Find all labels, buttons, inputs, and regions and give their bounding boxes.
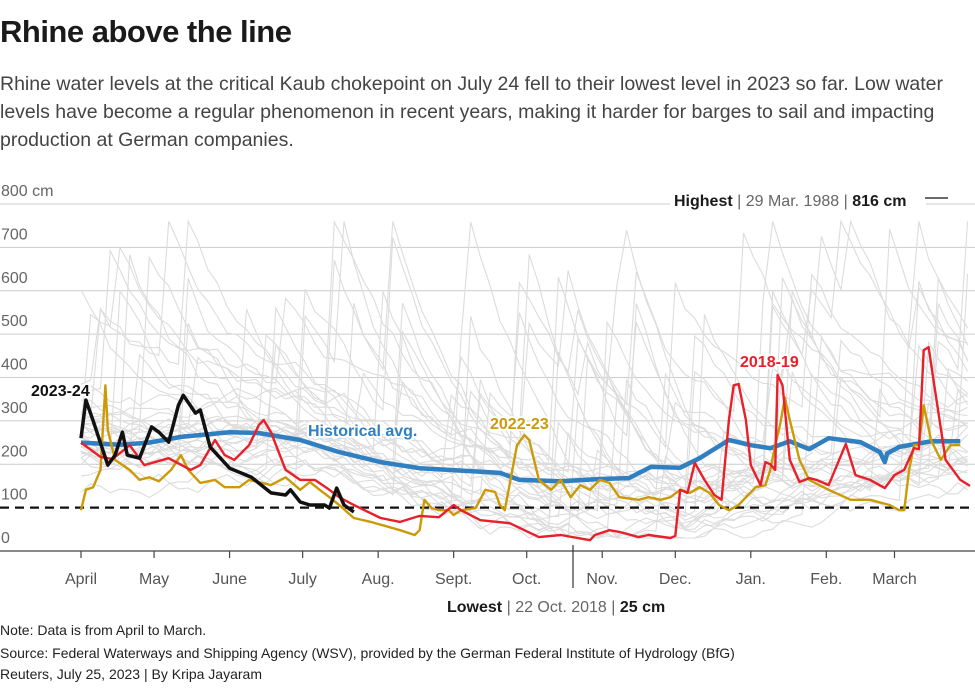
- label-2023-24: 2023-24: [31, 383, 90, 400]
- lowest-value: 25 cm: [620, 599, 665, 616]
- lowest-annotation: Lowest | 22 Oct. 2018 | 25 cm: [447, 545, 665, 616]
- footnote: Note: Data is from April to March.: [0, 622, 207, 638]
- y-tick-label: 100: [1, 487, 28, 504]
- y-tick-label: 200: [1, 443, 28, 460]
- x-tick-label: July: [288, 571, 316, 588]
- y-tick-label: 500: [1, 313, 28, 330]
- x-tick-label: March: [872, 571, 916, 588]
- label-2022-23: 2022-23: [490, 416, 549, 433]
- x-tick-label: Oct.: [512, 571, 541, 588]
- x-tick-label: April: [65, 571, 97, 588]
- series-line-2018-19: [80, 345, 971, 542]
- historical-year-line: [80, 219, 968, 506]
- historical-year-line: [80, 303, 968, 512]
- label-historical-avg: Historical avg.: [308, 423, 417, 440]
- y-axis-labels: 0 100 200 300 400 500 600 700 800 cm: [1, 183, 53, 547]
- series-line-2022-23: [79, 384, 961, 537]
- historical-year-line: [80, 314, 968, 518]
- historical-year-line: [80, 336, 968, 520]
- credit: Reuters, July 25, 2023 | By Kripa Jayara…: [0, 666, 262, 682]
- x-tick-label: Feb.: [810, 571, 842, 588]
- x-tick-label: Dec.: [659, 571, 692, 588]
- historical-year-line: [80, 291, 968, 511]
- x-tick-label: Jan.: [736, 571, 766, 588]
- highest-value: 816 cm: [852, 193, 906, 210]
- historical-year-line: [80, 356, 968, 518]
- y-tick-label: 400: [1, 357, 28, 374]
- highest-annotation: Highest | 29 Mar. 1988 | 816 cm: [670, 188, 948, 210]
- historical-year-line: [80, 221, 968, 504]
- x-axis: April May June July Aug. Sept. Oct. Nov. Dec. Jan…: [0, 550, 975, 588]
- historical-year-line: [80, 372, 968, 538]
- chart-title: Rhine above the line: [0, 14, 292, 49]
- y-tick-label: 800 cm: [1, 183, 53, 200]
- y-tick-label: 0: [1, 530, 10, 547]
- historical-year-line: [80, 431, 968, 517]
- x-tick-label: June: [212, 571, 247, 588]
- y-tick-label: 600: [1, 270, 28, 287]
- series-line-2023-24: [79, 393, 355, 514]
- lowest-label: Lowest: [447, 599, 503, 616]
- historical-years-lines: [80, 219, 969, 540]
- highest-label: Highest: [674, 193, 733, 210]
- chart-subtitle: Rhine water levels at the critical Kaub …: [0, 73, 944, 151]
- y-tick-label: 700: [1, 226, 28, 243]
- historical-year-line: [80, 248, 968, 459]
- historical-year-line: [80, 278, 968, 539]
- svg-text:Highest | 29 Mar: Highest | 29 Mar. 1988 | 816 cm: [674, 193, 906, 210]
- series-line-historical-avg-: [80, 429, 961, 484]
- historical-year-line: [80, 289, 968, 539]
- svg-text:Lowest | 22 Oct.: Lowest | 22 Oct. 2018 | 25 cm: [447, 599, 665, 616]
- historical-year-line: [80, 385, 969, 483]
- highest-date: 29 Mar. 1988: [746, 193, 840, 210]
- highlighted-series: [79, 345, 971, 542]
- x-tick-label: Aug.: [362, 571, 395, 588]
- x-tick-label: Sept.: [435, 571, 472, 588]
- lowest-date: 22 Oct. 2018: [515, 599, 607, 616]
- x-tick-label: May: [139, 571, 169, 588]
- source: Source: Federal Waterways and Shipping A…: [0, 645, 735, 661]
- historical-year-line: [80, 387, 968, 531]
- x-tick-label: Nov.: [586, 571, 618, 588]
- historical-year-line: [80, 220, 969, 500]
- historical-year-line: [80, 289, 969, 539]
- label-2018-19: 2018-19: [740, 354, 799, 371]
- y-tick-label: 300: [1, 400, 28, 417]
- historical-year-line: [80, 219, 968, 500]
